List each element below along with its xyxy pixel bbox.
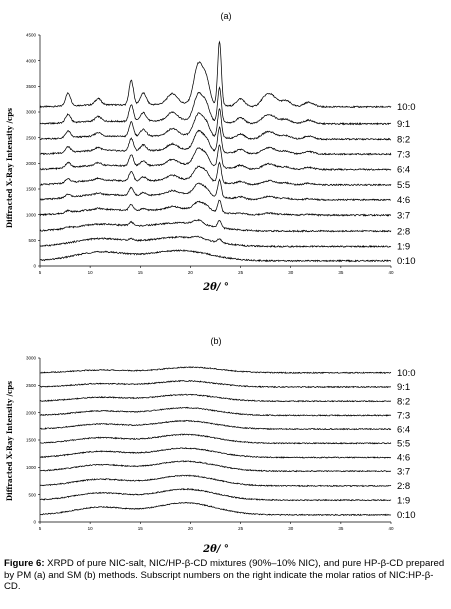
series-line-3-7 xyxy=(39,460,392,473)
series-label: 1:9 xyxy=(397,495,410,506)
series-label: 0:10 xyxy=(397,256,416,267)
x-tick-label: 35 xyxy=(338,526,344,531)
series-label: 3:7 xyxy=(397,210,410,221)
series-label: 8:2 xyxy=(397,134,410,145)
series-label: 6:4 xyxy=(397,165,410,176)
series-label: 6:4 xyxy=(397,424,410,435)
series-label: 4:6 xyxy=(397,453,410,464)
y-tick-label: 500 xyxy=(28,238,36,243)
y-tick-label: 1000 xyxy=(26,212,37,217)
xrpd-figure: (a) Diffracted X-Ray Intensity /cps 2θ/ … xyxy=(5,11,416,555)
series-label: 10:0 xyxy=(397,102,416,113)
series-label: 10:0 xyxy=(397,368,416,379)
x-tick-label: 10 xyxy=(88,270,94,275)
y-tick-label: 3000 xyxy=(26,110,37,115)
series-label: 8:2 xyxy=(397,396,410,407)
series-line-6-4 xyxy=(39,144,392,172)
panel-a-title: (a) xyxy=(221,11,232,21)
panel-b-x-axis-label: 2θ/ ° xyxy=(202,544,229,555)
y-tick-label: 4500 xyxy=(26,33,37,38)
series-line-10-0 xyxy=(39,40,392,109)
y-tick-label: 2500 xyxy=(26,135,37,140)
panel-a-y-axis-label: Diffracted X-Ray Intensity /cps xyxy=(5,108,14,228)
y-tick-label: 4000 xyxy=(26,58,37,63)
series-line-7-3 xyxy=(39,125,392,156)
series-label: 2:8 xyxy=(397,226,410,237)
figure-caption: Figure 6: XRPD of pure NIC-salt, NIC/HP-… xyxy=(4,558,448,593)
x-tick-label: 40 xyxy=(388,526,394,531)
series-line-3-7 xyxy=(40,199,392,217)
x-tick-label: 15 xyxy=(138,526,144,531)
series-line-9-1 xyxy=(39,379,392,389)
x-tick-label: 15 xyxy=(138,270,144,275)
panel-a-axes: 5 10 15 20 25 30 35 40 0 500 1000 1500 2000 2500 3000 3… xyxy=(26,33,394,275)
panel-a-series xyxy=(39,40,392,263)
series-line-5-5 xyxy=(39,433,392,445)
x-tick-label: 35 xyxy=(338,270,344,275)
panel-b-series xyxy=(39,366,392,517)
y-tick-label: 500 xyxy=(28,492,36,497)
x-tick-label: 10 xyxy=(88,526,94,531)
x-tick-label: 25 xyxy=(238,526,244,531)
series-label: 9:1 xyxy=(397,119,410,130)
x-tick-label: 5 xyxy=(39,270,42,275)
y-tick-label: 0 xyxy=(33,520,36,525)
x-tick-label: 30 xyxy=(288,526,294,531)
panel-a: (a) Diffracted X-Ray Intensity /cps 2θ/ … xyxy=(5,11,416,293)
y-tick-label: 0 xyxy=(33,264,36,269)
caption-text: XRPD of pure NIC-salt, NIC/HP-β-CD mixtu… xyxy=(4,558,445,593)
panel-b-axes: 5 10 15 20 25 30 35 40 0 500 1000 1500 2000 2500 3000 xyxy=(26,356,394,531)
x-tick-label: 30 xyxy=(288,270,294,275)
series-line-0-10 xyxy=(39,501,392,517)
panel-b-y-axis-label: Diffracted X-Ray Intensity /cps xyxy=(5,381,14,501)
series-label: 7:3 xyxy=(397,149,410,160)
series-line-8-2 xyxy=(39,107,392,141)
y-tick-label: 2000 xyxy=(26,161,37,166)
series-label: 2:8 xyxy=(397,481,410,492)
series-line-10-0 xyxy=(39,366,392,374)
y-tick-label: 3500 xyxy=(26,84,37,89)
y-tick-label: 3000 xyxy=(26,356,37,361)
series-label: 7:3 xyxy=(397,411,410,422)
series-line-5-5 xyxy=(39,161,392,187)
x-tick-label: 5 xyxy=(39,526,42,531)
series-line-7-3 xyxy=(39,406,392,417)
series-label: 3:7 xyxy=(397,466,410,477)
panel-a-series-labels: 10:0 9:1 8:2 7:3 6:4 5:5 4:6 3:7 2:8 1:9 0:10 xyxy=(397,102,416,267)
series-label: 0:10 xyxy=(397,510,416,521)
x-tick-label: 40 xyxy=(388,270,394,275)
panel-a-x-axis-label: 2θ/ ° xyxy=(202,282,229,293)
y-tick-label: 1000 xyxy=(26,465,37,470)
y-tick-label: 2000 xyxy=(26,410,37,415)
series-line-1-9 xyxy=(39,235,392,248)
x-tick-label: 20 xyxy=(188,270,194,275)
series-label: 5:5 xyxy=(397,438,410,449)
panel-b: (b) Diffracted X-Ray Intensity /cps 2θ/ … xyxy=(5,336,416,555)
y-tick-label: 1500 xyxy=(26,438,37,443)
series-line-2-8 xyxy=(39,474,392,488)
series-line-6-4 xyxy=(39,419,392,431)
panel-b-series-labels: 10:0 9:1 8:2 7:3 6:4 5:5 4:6 3:7 2:8 1:9 0:10 xyxy=(397,368,416,521)
series-label: 4:6 xyxy=(397,195,410,206)
caption-label: Figure 6: xyxy=(4,558,45,569)
panel-b-title: (b) xyxy=(211,336,222,346)
y-tick-label: 1500 xyxy=(26,187,37,192)
x-tick-label: 25 xyxy=(238,270,244,275)
series-line-1-9 xyxy=(39,487,392,502)
series-label: 9:1 xyxy=(397,382,410,393)
y-tick-label: 2500 xyxy=(26,383,37,388)
series-line-4-6 xyxy=(39,447,392,459)
series-line-0-10 xyxy=(39,249,392,263)
series-line-8-2 xyxy=(39,393,392,403)
x-tick-label: 20 xyxy=(188,526,194,531)
series-line-2-8 xyxy=(39,218,392,233)
series-label: 1:9 xyxy=(397,242,410,253)
series-line-4-6 xyxy=(39,178,392,202)
series-line-9-1 xyxy=(39,86,392,126)
series-label: 5:5 xyxy=(397,180,410,191)
